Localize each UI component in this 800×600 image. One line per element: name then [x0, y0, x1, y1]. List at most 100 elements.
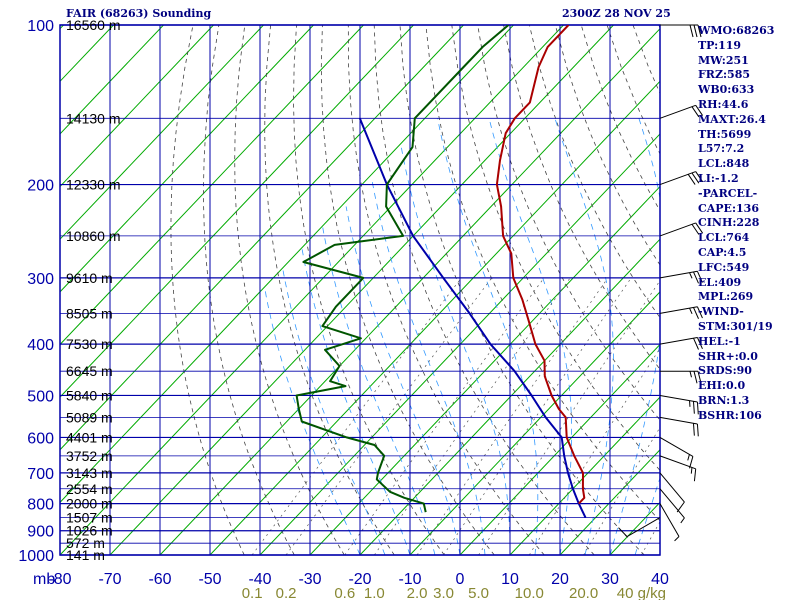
height-label: 572 m — [66, 535, 105, 551]
wind-barb-staff — [659, 503, 680, 537]
wind-barb-flag — [693, 271, 699, 284]
isotherm-line — [60, 25, 464, 451]
wind-barb — [660, 24, 702, 38]
wind-barb-staff — [659, 270, 698, 279]
wind-barb-flag — [696, 402, 699, 415]
mixing-ratio-line — [285, 277, 492, 555]
index-item: MW:251 — [698, 53, 749, 67]
wind-barb-flag — [693, 468, 697, 482]
wind-barb-flag — [696, 337, 703, 349]
index-item: EHI:0.0 — [698, 379, 746, 393]
dry-adiabat-line — [264, 25, 395, 555]
wind-barb-flag — [696, 306, 703, 319]
dry-adiabat-line — [293, 25, 445, 555]
mixing-ratio-label: 20.0 — [569, 585, 598, 600]
index-item: -WIND- — [698, 305, 744, 319]
isotherm-line — [509, 396, 660, 555]
wind-barbs — [618, 24, 704, 542]
wind-barb-flag — [697, 371, 702, 384]
pressure-tick-label: 400 — [27, 337, 54, 354]
height-label: 3752 m — [66, 448, 113, 464]
isotherm-line — [60, 25, 414, 398]
wind-barb — [659, 306, 703, 319]
index-item: SHR+:0.0 — [698, 349, 758, 363]
index-item: LCL:848 — [698, 157, 750, 171]
wind-barb-staff — [659, 104, 696, 119]
isotherm-line — [60, 25, 364, 346]
index-item: L57:7.2 — [698, 142, 745, 156]
index-item: TH:5699 — [698, 127, 752, 141]
wind-barb-half-flag — [690, 467, 693, 474]
wind-barb — [659, 436, 694, 469]
height-label: 2000 m — [66, 496, 113, 512]
height-label: 9610 m — [66, 270, 113, 286]
isotherm-line — [459, 343, 660, 555]
indices-panel: WMO:68263 TP:119 MW:251 FRZ:585 WB0:633 RH:44… — [698, 24, 774, 424]
height-label: 2554 m — [66, 481, 113, 497]
wind-barb — [659, 222, 704, 237]
height-label: 3143 m — [66, 465, 113, 481]
wind-barb — [659, 503, 680, 542]
pressure-axis-unit-label: mb — [33, 571, 55, 588]
sounding-timestamp: 2300Z 28 NOV 25 — [562, 7, 671, 20]
index-item: HEL:-1 — [698, 334, 741, 348]
isotherm-line — [259, 133, 660, 555]
index-item: LI:-1.2 — [698, 171, 739, 185]
wind-barb — [659, 171, 704, 186]
wind-barb-flag — [695, 171, 704, 183]
index-item: SRDS:90 — [698, 364, 752, 378]
isotherm-line — [60, 25, 514, 504]
pressure-tick-label: 300 — [27, 271, 54, 288]
wind-barb-flag — [695, 222, 704, 234]
moist-adiabat-line — [609, 118, 660, 555]
mixing-ratio-line — [478, 280, 660, 555]
wind-barb-half-flag — [689, 307, 693, 314]
height-label: 6645 m — [66, 363, 113, 379]
index-item: STM:301/19 — [698, 319, 773, 333]
wind-barb — [659, 416, 699, 437]
index-item: CAP:4.5 — [698, 245, 747, 259]
mixing-ratio-label: 3.0 — [433, 585, 454, 600]
moist-adiabat-line — [437, 118, 539, 555]
wind-barb-half-flag — [687, 454, 690, 461]
isotherm-line — [159, 27, 660, 555]
isotherm-line — [0, 25, 14, 555]
wind-barb — [618, 517, 661, 538]
isotherm-line — [60, 25, 214, 188]
height-label: 12330 m — [66, 177, 120, 193]
wind-barb-flag — [691, 172, 700, 184]
mixing-ratio-label: 1.0 — [364, 585, 385, 600]
wind-barb-flag — [693, 307, 699, 319]
wind-barb-staff — [659, 222, 696, 237]
wind-barb-staff — [659, 436, 694, 457]
temperature-tick-label: -40 — [248, 571, 271, 588]
temperature-tick-label: -30 — [298, 571, 321, 588]
dry-adiabat-line — [320, 25, 495, 555]
wind-barb — [659, 104, 704, 119]
dry-adiabat-line — [203, 25, 295, 555]
index-item: EL:409 — [698, 275, 742, 289]
wind-barb-flag — [695, 105, 704, 116]
isotherm-line — [209, 80, 660, 555]
height-label: 141 m — [66, 547, 105, 563]
wind-barb — [659, 270, 703, 284]
mixing-ratio-line — [344, 277, 545, 555]
height-label: 7530 m — [66, 336, 113, 352]
temperature-tick-label: -50 — [198, 571, 221, 588]
temperature-tick-label: -80 — [48, 571, 71, 588]
dry-adiabat-line — [788, 25, 800, 555]
isotherm-line — [60, 25, 264, 240]
temperature-tick-label: -60 — [148, 571, 171, 588]
temperature-tick-label: -20 — [348, 571, 371, 588]
isotherm-line — [109, 25, 614, 555]
index-item: WMO:68263 — [698, 24, 775, 37]
wind-barb-staff — [659, 306, 698, 314]
wind-barb — [660, 370, 702, 384]
mixing-ratio-line — [443, 277, 632, 555]
wind-barb-staff — [626, 517, 661, 538]
moist-adiabat-line — [264, 289, 361, 555]
mixing-ratio-label: 0.1 — [242, 585, 263, 600]
mixing-ratio-label: 0.2 — [276, 585, 297, 600]
sounding-profiles — [295, 25, 587, 519]
